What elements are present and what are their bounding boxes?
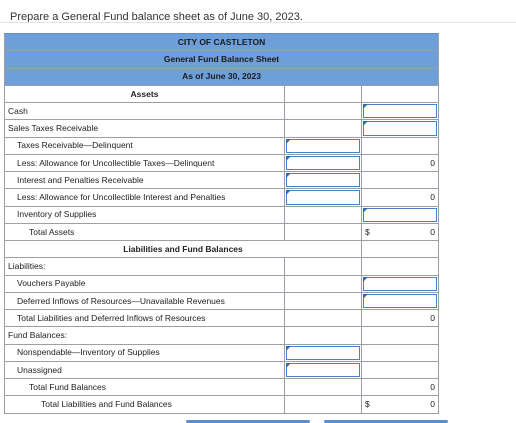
row-total-liab-fund-balances: Total Liabilities and Fund Balances $0	[4, 395, 440, 414]
action-button[interactable]	[324, 420, 448, 423]
row-label: Less: Allowance for Uncollectible Taxes—…	[4, 153, 285, 173]
currency-symbol: $	[365, 399, 370, 410]
taxes-receivable-delinquent-input[interactable]	[284, 136, 362, 155]
row-total-fund-balances: Total Fund Balances 0	[4, 377, 440, 397]
input-marker-icon	[286, 173, 291, 178]
input-marker-icon	[286, 138, 291, 144]
row-interest-penalties: Interest and Penalties Receivable	[4, 170, 440, 190]
allowance-taxes-input[interactable]	[284, 153, 362, 173]
row-label: Interest and Penalties Receivable	[4, 170, 285, 190]
input-marker-icon	[286, 155, 291, 161]
row-label: Vouchers Payable	[4, 274, 285, 293]
allowance-interest-net-value: 0	[360, 188, 440, 207]
row-total-assets: Total Assets $0	[4, 222, 440, 242]
instruction-text: Prepare a General Fund balance sheet as …	[10, 11, 303, 23]
header-row: CITY OF CASTLETON	[3, 32, 440, 52]
interest-penalties-input[interactable]	[284, 170, 362, 190]
row-label: Total Assets	[4, 222, 285, 242]
row-label: Total Liabilities and Fund Balances	[4, 395, 285, 414]
row-label: Inventory of Supplies	[4, 205, 285, 224]
vouchers-payable-input[interactable]	[360, 274, 440, 293]
total-assets-value: $0	[360, 222, 440, 242]
input-marker-icon	[363, 121, 368, 127]
sales-taxes-receivable-input[interactable]	[360, 119, 440, 138]
row-sales-taxes-receivable: Sales Taxes Receivable	[4, 119, 440, 138]
row-label: Total Liabilities and Deferred Inflows o…	[4, 308, 285, 328]
input-marker-icon	[363, 207, 368, 213]
row-allowance-taxes: Less: Allowance for Uncollectible Taxes—…	[4, 153, 440, 173]
row-unassigned: Unassigned	[4, 360, 440, 380]
total-fund-balances-value: 0	[360, 377, 440, 397]
row-total-liab-deferred: Total Liabilities and Deferred Inflows o…	[4, 308, 440, 328]
row-label: Fund Balances:	[4, 326, 285, 345]
row-taxes-receivable-delinquent: Taxes Receivable—Delinquent	[4, 136, 440, 155]
input-marker-icon	[363, 104, 368, 109]
row-label: Unassigned	[4, 360, 285, 380]
total-value: 0	[430, 399, 436, 410]
cash-amount-input[interactable]	[360, 101, 440, 121]
input-marker-icon	[286, 362, 291, 368]
inventory-supplies-input[interactable]	[360, 205, 440, 224]
row-label: Total Fund Balances	[4, 377, 285, 397]
input-marker-icon	[363, 276, 368, 282]
section-liabilities-fund-balances: Liabilities and Fund Balances	[4, 239, 362, 259]
row-allowance-interest: Less: Allowance for Uncollectible Intere…	[4, 188, 440, 207]
total-value: 0	[430, 226, 436, 237]
entity-name: CITY OF CASTLETON	[3, 32, 440, 52]
divider	[0, 22, 516, 23]
row-label: Nonspendable—Inventory of Supplies	[4, 343, 285, 362]
header-row: General Fund Balance Sheet	[3, 50, 440, 69]
row-inventory-supplies: Inventory of Supplies	[4, 205, 440, 224]
header-row: As of June 30, 2023	[3, 67, 440, 86]
deferred-inflows-input[interactable]	[360, 291, 440, 311]
action-button[interactable]	[186, 420, 310, 423]
row-vouchers-payable: Vouchers Payable	[4, 274, 440, 293]
row-label: Deferred Inflows of Resources—Unavailabl…	[4, 291, 285, 311]
input-marker-icon	[286, 190, 291, 196]
allowance-taxes-net-value: 0	[360, 153, 440, 173]
row-label: Cash	[4, 101, 285, 121]
row-nonspendable: Nonspendable—Inventory of Supplies	[4, 343, 440, 362]
section-assets: Assets	[4, 84, 285, 104]
total-liab-fund-balances-value: $0	[360, 395, 440, 414]
total-liab-deferred-value: 0	[360, 308, 440, 328]
currency-symbol: $	[365, 226, 370, 237]
nonspendable-input[interactable]	[284, 343, 362, 362]
row-label: Less: Allowance for Uncollectible Intere…	[4, 188, 285, 207]
statement-title: General Fund Balance Sheet	[3, 50, 440, 69]
input-marker-icon	[286, 345, 291, 351]
row-label: Sales Taxes Receivable	[4, 119, 285, 138]
section-row: Assets	[4, 84, 440, 104]
allowance-interest-input[interactable]	[284, 188, 362, 207]
row-fund-balances-heading: Fund Balances:	[4, 326, 440, 345]
section-row: Liabilities and Fund Balances	[4, 239, 440, 259]
unassigned-input[interactable]	[284, 360, 362, 380]
row-label: Liabilities:	[4, 257, 285, 276]
statement-date: As of June 30, 2023	[3, 67, 440, 86]
input-marker-icon	[363, 293, 368, 299]
row-deferred-inflows: Deferred Inflows of Resources—Unavailabl…	[4, 291, 440, 311]
row-liabilities-heading: Liabilities:	[4, 257, 440, 276]
balance-sheet-table: CITY OF CASTLETON General Fund Balance S…	[3, 32, 440, 414]
row-label: Taxes Receivable—Delinquent	[4, 136, 285, 155]
row-cash: Cash	[4, 101, 440, 121]
